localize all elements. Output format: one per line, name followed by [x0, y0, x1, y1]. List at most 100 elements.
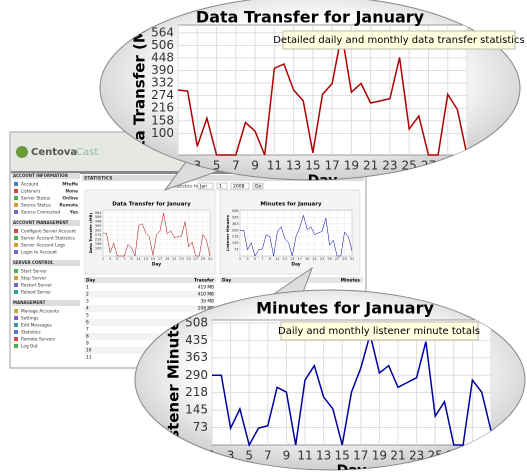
menu-item[interactable]: Server Account Statistics: [21, 236, 76, 242]
x-tick-label: 3: [246, 257, 248, 261]
month: Jan: [199, 184, 207, 190]
y-tick-label: 158: [151, 113, 174, 127]
y-tick-label: 216: [151, 101, 174, 115]
sidebar-heading-bar: [12, 260, 80, 266]
menu-item[interactable]: Reload Server: [21, 290, 51, 296]
y-tick-label: 448: [95, 220, 102, 224]
table-row-bg: [84, 291, 216, 298]
table-cell: 4: [86, 306, 89, 312]
menu-value: None: [65, 189, 78, 195]
y-tick-label: 100: [95, 246, 102, 250]
y-tick-label: 218: [232, 235, 239, 239]
table-cell: 3: [86, 299, 89, 305]
x-tick-label: 5: [245, 449, 253, 463]
menu-item[interactable]: Configure Server Account: [21, 229, 76, 235]
logo-icon: [16, 146, 28, 158]
menu-icon: [14, 283, 18, 287]
y-tick-label: 332: [95, 229, 102, 233]
y-tick-label: 218: [185, 385, 208, 399]
menu-icon: [14, 243, 18, 247]
menu-icon: [14, 269, 18, 273]
logo: Centova: [31, 147, 77, 158]
x-tick-label: 23: [179, 257, 183, 261]
zoom-title: Data Transfer for January: [196, 8, 425, 27]
sidebar: ACCOUNT INFORMATION Account Mtuffe Listener…: [12, 173, 80, 350]
section-bar: [82, 175, 364, 181]
day: 1: [219, 184, 222, 190]
x-tick-label: 23: [382, 159, 397, 173]
table-header: Minutes: [341, 278, 361, 284]
menu-item[interactable]: Account: [21, 182, 39, 188]
table-header-bar: [84, 277, 216, 283]
go-button[interactable]: [252, 182, 264, 190]
y-tick-label: 332: [151, 76, 174, 90]
menu-item[interactable]: Source Status: [21, 203, 52, 209]
y-tick-label: 158: [95, 242, 102, 246]
table-cell: 208 MB: [198, 306, 214, 312]
period-label: Statistics for:: [172, 184, 202, 190]
table-cell: 6: [86, 320, 89, 326]
sidebar-heading-bar: [12, 220, 80, 226]
menu-item[interactable]: Edit Messages: [21, 323, 53, 329]
x-tick-label: 9: [251, 159, 259, 173]
x-tick-label: 25: [428, 449, 443, 463]
menu-item[interactable]: Stop Server: [21, 276, 46, 282]
menu-icon: [14, 330, 18, 334]
menu-icon: [14, 210, 18, 214]
year-select[interactable]: [230, 182, 250, 190]
menu-item[interactable]: Listeners: [21, 189, 41, 195]
menu-item[interactable]: Server Account Logs: [21, 243, 66, 249]
data-line: [102, 213, 211, 257]
menu-icon: [14, 250, 18, 254]
tables: Day Transfer Day Minutes 1 419 MB 2 410 MB 3 39 M…: [84, 277, 363, 361]
menu-item[interactable]: Restart Server: [21, 283, 52, 289]
table-cell: 8: [86, 334, 89, 340]
menu-icon: [14, 316, 18, 320]
x-tick-label: 25: [327, 257, 331, 261]
y-axis-title: Listener Minutes: [225, 214, 230, 251]
menu-item[interactable]: Log Out: [21, 344, 38, 350]
menu-item[interactable]: Server Status: [21, 196, 51, 202]
logo-suffix: Cast: [76, 147, 98, 158]
menu-icon: [14, 337, 18, 341]
x-tick-label: 31: [208, 257, 212, 261]
table-cell: 39 MB: [201, 299, 215, 305]
menu-item[interactable]: Manage Accounts: [21, 309, 60, 315]
menu-item[interactable]: Login to Account: [21, 250, 57, 256]
x-tick-label: 19: [372, 449, 387, 463]
y-tick-label: 390: [151, 63, 174, 77]
year: 2008: [233, 184, 245, 190]
chart-title: Minutes for January: [260, 202, 322, 208]
x-tick-label: 5: [116, 257, 118, 261]
chart-title: Data Transfer for January: [112, 202, 191, 208]
month-select[interactable]: [197, 182, 214, 190]
y-tick-label: 363: [232, 222, 239, 226]
callout-text: Daily and monthly listener minute totals: [278, 326, 480, 337]
table-cell: 11: [86, 355, 92, 361]
y-tick-label: 390: [95, 224, 102, 228]
y-tick-label: 73: [234, 248, 238, 252]
menu-value: Mtuffe: [62, 182, 78, 188]
x-tick-label: 29: [201, 257, 205, 261]
x-tick-label: 21: [363, 159, 378, 173]
x-tick-label: 3: [193, 159, 201, 173]
menu-item[interactable]: Start Server: [21, 269, 47, 275]
x-tick-label: 31: [459, 159, 474, 173]
menu-item[interactable]: Statistics: [21, 330, 41, 336]
y-axis-title: Data Transfer (MB): [131, 10, 149, 170]
x-tick-label: 11: [136, 257, 140, 261]
x-tick-label: 17: [297, 257, 301, 261]
day-select[interactable]: [216, 182, 228, 190]
x-tick-label: 31: [350, 257, 354, 261]
menu-item[interactable]: Remote Servers: [21, 337, 56, 343]
menu-icon: [14, 189, 18, 193]
y-tick-label: 435: [232, 216, 239, 220]
table-cell: 10: [86, 348, 92, 354]
x-tick-label: 13: [144, 257, 148, 261]
zoomed-chart: 1001582162743323904485065641357911131517…: [131, 10, 475, 180]
y-tick-label: 363: [185, 350, 208, 364]
menu-item[interactable]: Settings: [21, 316, 39, 322]
sidebar-heading: SERVER CONTROL: [13, 260, 54, 265]
menu-item[interactable]: Source Connected: [21, 210, 61, 216]
